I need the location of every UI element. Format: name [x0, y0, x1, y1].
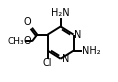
Text: CH₃: CH₃	[8, 37, 24, 46]
Text: NH₂: NH₂	[82, 46, 100, 56]
Text: H₂N: H₂N	[51, 8, 70, 18]
Text: N: N	[74, 30, 82, 40]
Text: N: N	[62, 54, 69, 64]
Text: O: O	[24, 36, 32, 46]
Text: Cl: Cl	[43, 58, 53, 68]
Text: O: O	[24, 17, 32, 27]
